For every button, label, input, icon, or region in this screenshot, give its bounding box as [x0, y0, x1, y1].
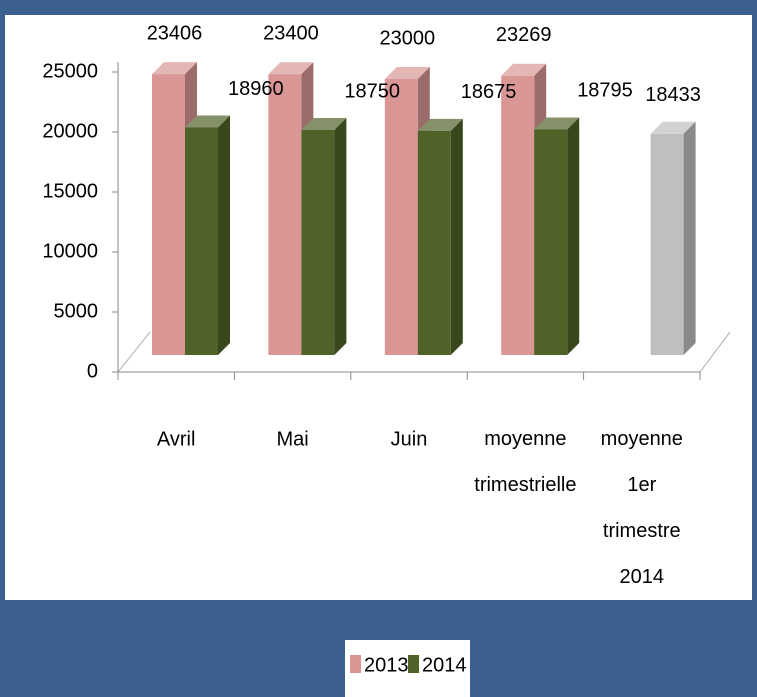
data-label: 18795	[577, 80, 633, 102]
data-label: 23269	[496, 24, 552, 46]
bar-top	[384, 67, 430, 79]
bar	[650, 133, 684, 355]
bar-top	[301, 118, 347, 130]
data-label: 23406	[147, 22, 203, 44]
data-label: 18433	[645, 84, 701, 106]
bar-top	[650, 121, 696, 134]
x-tick-label: moyenne 1er trimestre 2014	[601, 428, 683, 588]
bar	[501, 75, 535, 355]
legend-label: 2013	[364, 654, 409, 676]
legend-swatch	[408, 655, 419, 673]
bar	[185, 127, 218, 355]
y-tick-label: 5000	[54, 300, 99, 322]
bar-side	[450, 118, 463, 356]
legend-label: 2014	[422, 654, 467, 676]
bar	[417, 130, 451, 355]
data-label: 18675	[461, 81, 517, 103]
data-label: 23000	[379, 27, 435, 49]
bar-top	[268, 62, 314, 75]
bar-top	[185, 115, 230, 128]
bar	[268, 74, 302, 355]
bar-top	[152, 62, 197, 75]
legend-box	[345, 640, 470, 697]
y-tick-label: 15000	[42, 180, 98, 202]
x-tick-label: moyenne trimestrielle	[474, 428, 576, 496]
bar-top	[417, 118, 463, 131]
bar-side	[334, 118, 347, 355]
data-label: 18960	[228, 78, 284, 100]
bar-side	[567, 117, 580, 356]
bar-side	[683, 121, 696, 355]
y-tick-label: 20000	[42, 120, 98, 142]
bar	[301, 130, 335, 355]
bar	[152, 74, 185, 356]
bar	[534, 129, 568, 355]
y-tick-label: 25000	[42, 60, 98, 82]
y-tick-label: 10000	[42, 240, 98, 262]
x-tick-label: Mai	[276, 428, 308, 450]
legend-swatch	[350, 655, 361, 673]
bar-top	[501, 63, 547, 76]
x-tick-label: Juin	[391, 428, 428, 450]
bar	[384, 79, 418, 355]
bar-top	[534, 117, 580, 130]
floor-edge	[699, 331, 731, 373]
y-tick-label: 0	[87, 360, 98, 382]
plot-panel	[5, 15, 752, 600]
bar-side	[218, 115, 230, 355]
x-tick-label: Avril	[157, 428, 196, 450]
data-label: 23400	[263, 22, 319, 44]
floor-edge	[117, 331, 151, 373]
data-label: 18750	[344, 80, 400, 102]
